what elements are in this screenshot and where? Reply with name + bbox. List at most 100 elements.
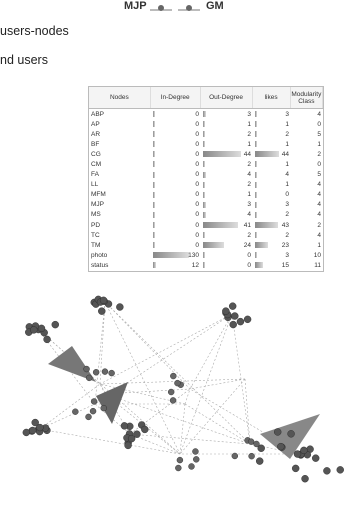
table-cell: 0 bbox=[253, 190, 291, 200]
table-cell: 0 bbox=[201, 260, 253, 270]
text-line: nd users bbox=[0, 53, 48, 67]
node bbox=[301, 475, 309, 483]
data-bar bbox=[203, 181, 205, 188]
node bbox=[43, 335, 51, 344]
node bbox=[300, 446, 308, 455]
cell-value: 2 bbox=[285, 211, 289, 219]
cell-value: 1 bbox=[285, 140, 289, 148]
table-cell: 23 bbox=[253, 240, 291, 250]
edge bbox=[231, 313, 251, 445]
table-cell: status bbox=[89, 260, 151, 270]
column-header: Nodes bbox=[89, 87, 151, 108]
table-cell: 0 bbox=[151, 210, 201, 220]
legend-label: MJP bbox=[124, 0, 147, 12]
table-cell: 0 bbox=[151, 240, 201, 250]
table-cell: 1 bbox=[201, 139, 253, 149]
table-cell: 2 bbox=[201, 159, 253, 169]
cell-value: 130 bbox=[188, 251, 199, 259]
table-cell: 2 bbox=[253, 210, 291, 220]
node bbox=[323, 467, 331, 475]
table-cell: 2 bbox=[253, 129, 291, 139]
cell-value: 3 bbox=[285, 201, 289, 209]
table-row: TC 0 2 2 4 bbox=[89, 230, 323, 240]
data-bar bbox=[203, 222, 239, 229]
table-cell: 1 bbox=[253, 180, 291, 190]
edge bbox=[129, 433, 251, 445]
table-cell: 1 bbox=[253, 159, 291, 169]
cell-value: 0 bbox=[195, 221, 199, 229]
data-bar bbox=[255, 191, 257, 198]
cell-value: 1 bbox=[285, 120, 289, 128]
table-cell: FA bbox=[89, 170, 151, 180]
edge bbox=[104, 393, 251, 445]
node bbox=[89, 407, 97, 415]
cell-value: 4 bbox=[317, 231, 321, 239]
edge bbox=[184, 388, 191, 405]
node-name: CM bbox=[91, 161, 102, 169]
data-bar bbox=[255, 151, 279, 158]
cell-value: 4 bbox=[317, 110, 321, 118]
data-bar bbox=[255, 232, 257, 239]
table-cell: 4 bbox=[253, 170, 291, 180]
table-cell: 3 bbox=[253, 200, 291, 210]
node bbox=[36, 423, 44, 432]
node-name: MS bbox=[91, 211, 101, 219]
data-bar bbox=[153, 111, 155, 117]
cell-value: 10 bbox=[313, 251, 321, 259]
table-row: ABP 0 3 3 4 bbox=[89, 109, 323, 119]
cell-value: 2 bbox=[247, 161, 251, 169]
node bbox=[31, 418, 39, 427]
column-header: Modularity Class bbox=[291, 87, 323, 108]
table-cell: 3 bbox=[201, 200, 253, 210]
edge bbox=[179, 403, 186, 455]
cell-value: 1 bbox=[317, 140, 321, 148]
data-bar bbox=[255, 252, 257, 259]
node bbox=[274, 428, 282, 436]
cell-value: 2 bbox=[247, 231, 251, 239]
table-cell: 2 bbox=[253, 230, 291, 240]
table-cell: 4 bbox=[291, 109, 323, 119]
data-bar bbox=[153, 131, 155, 138]
table-cell: 0 bbox=[151, 220, 201, 230]
table-cell: 4 bbox=[291, 210, 323, 220]
cell-value: 2 bbox=[285, 130, 289, 138]
data-bar bbox=[153, 201, 155, 208]
node bbox=[188, 463, 195, 470]
data-bar bbox=[203, 201, 206, 208]
edge bbox=[179, 313, 233, 455]
data-bar bbox=[203, 161, 205, 168]
table-row: MJP 0 3 3 4 bbox=[89, 200, 323, 210]
table-cell: CM bbox=[89, 159, 151, 169]
edge bbox=[244, 378, 251, 445]
node bbox=[51, 320, 59, 329]
table-cell: 0 bbox=[151, 230, 201, 240]
data-bar bbox=[203, 121, 205, 128]
data-bar bbox=[255, 222, 279, 229]
data-bar bbox=[153, 262, 157, 269]
cell-value: 2 bbox=[247, 130, 251, 138]
table-row: AP 0 1 1 0 bbox=[89, 119, 323, 129]
node-name: TC bbox=[91, 231, 100, 239]
table-cell: MS bbox=[89, 210, 151, 220]
node bbox=[253, 440, 260, 448]
cell-value: 0 bbox=[195, 181, 199, 189]
table-cell: 44 bbox=[253, 149, 291, 159]
legend-icons bbox=[150, 5, 200, 11]
node-name: MFM bbox=[91, 191, 106, 199]
table-cell: 0 bbox=[151, 180, 201, 190]
cell-value: 3 bbox=[247, 201, 251, 209]
table-cell: 11 bbox=[291, 260, 323, 270]
data-bar bbox=[255, 171, 258, 178]
edge bbox=[104, 301, 191, 390]
data-bar bbox=[153, 151, 155, 158]
node bbox=[133, 430, 141, 438]
legend-label: GM bbox=[206, 0, 224, 12]
data-bar bbox=[203, 111, 206, 117]
table-row: BF 0 1 1 1 bbox=[89, 139, 323, 149]
node bbox=[228, 302, 237, 310]
network-graph bbox=[22, 295, 344, 483]
edge bbox=[99, 378, 246, 385]
table-cell: 0 bbox=[151, 129, 201, 139]
node bbox=[108, 369, 115, 377]
